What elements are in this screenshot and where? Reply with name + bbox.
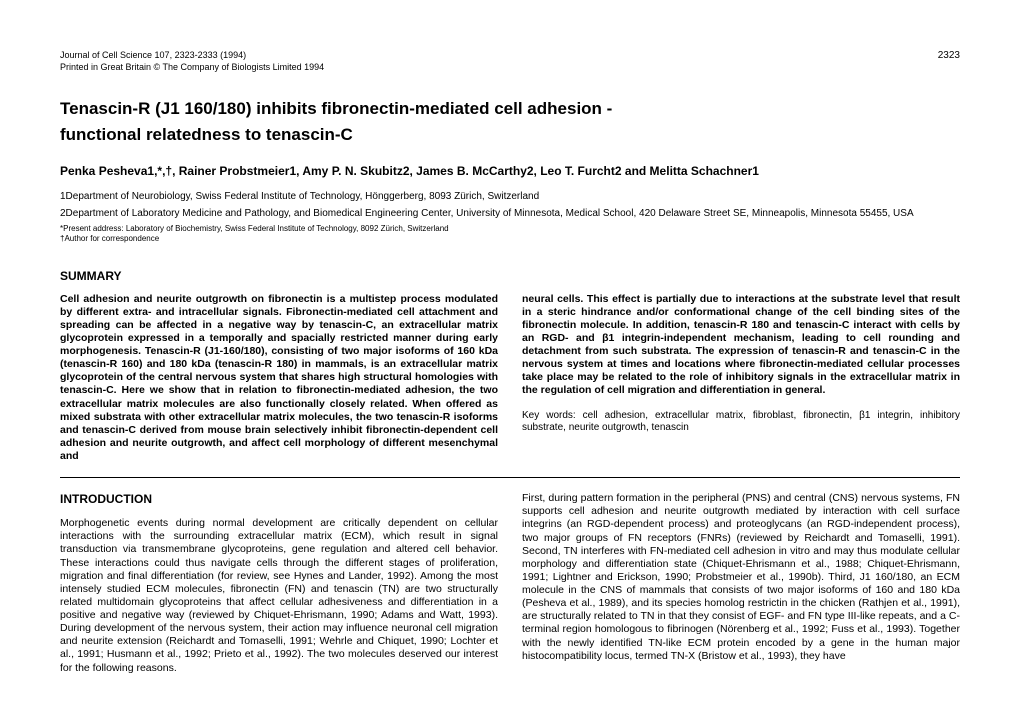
introduction-header: INTRODUCTION (60, 492, 498, 507)
article-title: Tenascin-R (J1 160/180) inhibits fibrone… (60, 96, 960, 147)
authors: Penka Pesheva1,*,†, Rainer Probstmeier1,… (60, 163, 960, 180)
introduction-columns: INTRODUCTION Morphogenetic events during… (60, 492, 960, 675)
summary-header: SUMMARY (60, 269, 960, 283)
author-notes: *Present address: Laboratory of Biochemi… (60, 224, 960, 245)
copyright-line: Printed in Great Britain © The Company o… (60, 62, 960, 72)
title-line-1: Tenascin-R (J1 160/180) inhibits fibrone… (60, 96, 960, 122)
summary-right-text: neural cells. This effect is partially d… (522, 293, 960, 397)
journal-line: Journal of Cell Science 107, 2323-2333 (… (60, 50, 960, 60)
introduction-right-column: First, during pattern formation in the p… (522, 492, 960, 675)
affiliation-2: 2Department of Laboratory Medicine and P… (60, 207, 960, 220)
affiliation-1: 1Department of Neurobiology, Swiss Feder… (60, 190, 960, 203)
introduction-left-column: INTRODUCTION Morphogenetic events during… (60, 492, 498, 675)
summary-right-column: neural cells. This effect is partially d… (522, 293, 960, 464)
present-address-note: *Present address: Laboratory of Biochemi… (60, 224, 960, 234)
summary-columns: Cell adhesion and neurite outgrowth on f… (60, 293, 960, 464)
divider-rule (60, 477, 960, 478)
corresponding-author-note: †Author for correspondence (60, 234, 960, 244)
title-line-2: functional relatedness to tenascin-C (60, 122, 960, 148)
summary-left-column: Cell adhesion and neurite outgrowth on f… (60, 293, 498, 464)
page-number: 2323 (938, 50, 960, 61)
keywords: Key words: cell adhesion, extracellular … (522, 410, 960, 435)
journal-header: 2323 Journal of Cell Science 107, 2323-2… (60, 50, 960, 72)
introduction-left-text: Morphogenetic events during normal devel… (60, 517, 498, 673)
